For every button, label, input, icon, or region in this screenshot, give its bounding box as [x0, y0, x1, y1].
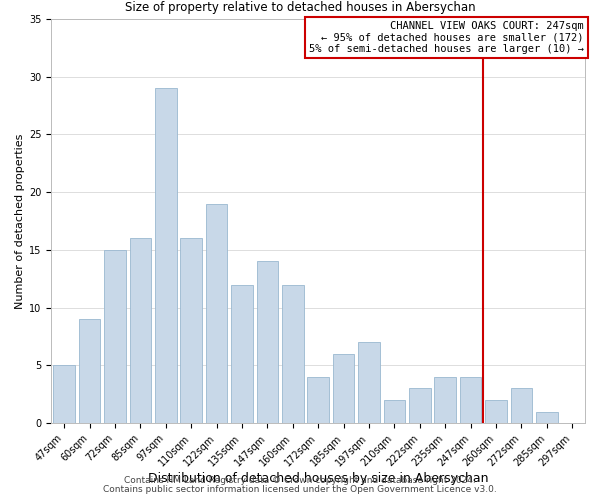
Text: Size of property relative to detached houses in Abersychan: Size of property relative to detached ho…: [125, 1, 475, 14]
Bar: [206, 204, 227, 423]
Bar: [231, 284, 253, 423]
Y-axis label: Number of detached properties: Number of detached properties: [15, 134, 25, 308]
Bar: [307, 377, 329, 423]
Bar: [536, 412, 557, 423]
Text: Contains public sector information licensed under the Open Government Licence v3: Contains public sector information licen…: [103, 485, 497, 494]
X-axis label: Distribution of detached houses by size in Abersychan: Distribution of detached houses by size …: [148, 472, 488, 485]
Bar: [104, 250, 126, 423]
Bar: [257, 262, 278, 423]
Bar: [79, 319, 100, 423]
Bar: [434, 377, 456, 423]
Bar: [130, 238, 151, 423]
Bar: [485, 400, 507, 423]
Bar: [155, 88, 176, 423]
Bar: [383, 400, 405, 423]
Bar: [460, 377, 481, 423]
Bar: [409, 388, 431, 423]
Bar: [53, 366, 75, 423]
Bar: [358, 342, 380, 423]
Bar: [181, 238, 202, 423]
Text: Contains HM Land Registry data © Crown copyright and database right 2024.: Contains HM Land Registry data © Crown c…: [124, 476, 476, 485]
Bar: [333, 354, 355, 423]
Text: CHANNEL VIEW OAKS COURT: 247sqm
← 95% of detached houses are smaller (172)
5% of: CHANNEL VIEW OAKS COURT: 247sqm ← 95% of…: [309, 21, 584, 54]
Bar: [511, 388, 532, 423]
Bar: [282, 284, 304, 423]
